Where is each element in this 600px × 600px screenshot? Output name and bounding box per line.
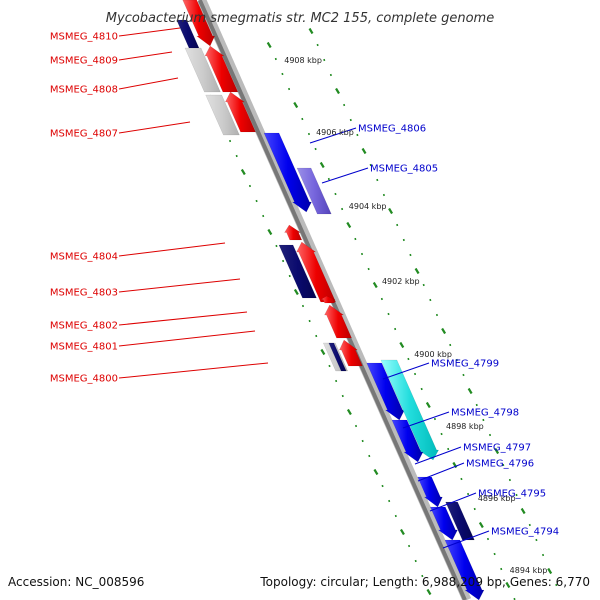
position-label: 4894 kbp bbox=[510, 566, 548, 575]
gene-feature bbox=[263, 132, 312, 213]
label-leader-lines bbox=[118, 27, 490, 549]
tick-dot bbox=[346, 408, 352, 416]
position-label: 4904 kbp bbox=[349, 202, 387, 211]
leader-line bbox=[442, 530, 490, 549]
gene-label[interactable]: MSMEG_4799 bbox=[431, 359, 499, 370]
gene-labels: MSMEG_4810 MSMEG_4809 MSMEG_4808 MSMEG_4807… bbox=[50, 32, 559, 538]
gene-label[interactable]: MSMEG_4796 bbox=[466, 459, 534, 470]
tick-dot bbox=[372, 281, 378, 289]
tick-dot bbox=[414, 267, 420, 275]
gene-label[interactable]: MSMEG_4806 bbox=[358, 124, 426, 135]
leader-line bbox=[118, 77, 179, 90]
tick-dot bbox=[467, 387, 473, 395]
leader-line bbox=[118, 242, 226, 257]
tick-dot bbox=[520, 507, 526, 515]
gene-features bbox=[176, 0, 485, 600]
position-label: 4898 kbp bbox=[446, 422, 484, 431]
gene-feature bbox=[429, 506, 458, 541]
position-label: 4908 kbp bbox=[284, 56, 322, 65]
tick-dot bbox=[240, 168, 246, 176]
tick-dot bbox=[320, 348, 326, 356]
tick-marks bbox=[187, 27, 558, 600]
leader-line bbox=[118, 362, 269, 379]
leader-line bbox=[414, 446, 462, 465]
tick-dot bbox=[505, 581, 511, 589]
gene-feature bbox=[182, 0, 216, 47]
leader-line bbox=[429, 492, 477, 512]
gene-feature bbox=[184, 47, 221, 93]
leader-line bbox=[402, 411, 450, 429]
gene-label[interactable]: MSMEG_4794 bbox=[491, 527, 559, 538]
position-labels: 4908 kbp 4906 kbp 4904 kbp 4902 kbp 4900 kbp… bbox=[284, 56, 547, 575]
position-label: 4896 kbp bbox=[478, 494, 516, 503]
accession-text: Accession: NC_008596 bbox=[8, 575, 144, 589]
gene-label[interactable]: MSMEG_4795 bbox=[478, 489, 546, 500]
tick-dot bbox=[399, 341, 405, 349]
gene-feature bbox=[296, 167, 332, 215]
tick-dot bbox=[373, 468, 379, 476]
gene-label[interactable]: MSMEG_4800 bbox=[50, 374, 118, 385]
gene-feature bbox=[278, 244, 317, 299]
tick-dot bbox=[388, 207, 394, 215]
gene-feature bbox=[224, 91, 256, 133]
gene-label[interactable]: MSMEG_4804 bbox=[50, 252, 118, 263]
tick-dot bbox=[361, 147, 367, 155]
genome-summary-text: Topology: circular; Length: 6,988,209 bp… bbox=[259, 575, 590, 589]
leader-line bbox=[309, 127, 357, 144]
position-label: 4900 kbp bbox=[414, 350, 452, 359]
map-title: Mycobacterium smegmatis str. MC2 155, co… bbox=[106, 11, 494, 26]
leader-line bbox=[321, 167, 369, 184]
leader-line bbox=[118, 311, 248, 326]
tick-dot bbox=[547, 567, 553, 575]
leader-line bbox=[382, 362, 430, 380]
gene-feature bbox=[320, 295, 336, 304]
gene-feature bbox=[284, 224, 303, 241]
gene-label[interactable]: MSMEG_4805 bbox=[370, 164, 438, 175]
position-label: 4906 kbp bbox=[316, 128, 354, 137]
tick-dot bbox=[441, 327, 447, 335]
gene-feature bbox=[339, 339, 363, 367]
tick-dot bbox=[425, 401, 431, 409]
gene-label[interactable]: MSMEG_4803 bbox=[50, 288, 118, 299]
gene-feature bbox=[205, 94, 240, 136]
leader-line bbox=[118, 27, 181, 37]
leader-line bbox=[417, 462, 465, 482]
gene-label[interactable]: MSMEG_4801 bbox=[50, 342, 118, 353]
tick-dot bbox=[478, 521, 484, 529]
tick-dot bbox=[308, 27, 314, 35]
tick-dot bbox=[346, 221, 352, 229]
tick-dot bbox=[293, 288, 299, 296]
gene-feature bbox=[328, 342, 347, 372]
gene-feature bbox=[324, 304, 352, 339]
gene-feature bbox=[366, 362, 405, 421]
gene-feature bbox=[380, 359, 440, 461]
tick-dot bbox=[319, 161, 325, 169]
tick-dot bbox=[267, 228, 273, 236]
leader-line bbox=[118, 121, 191, 134]
gene-feature bbox=[417, 476, 443, 508]
tick-dot bbox=[293, 101, 299, 109]
tick-dot bbox=[266, 41, 272, 49]
tick-dot bbox=[494, 447, 500, 455]
tick-dot bbox=[335, 87, 340, 95]
leader-line bbox=[118, 51, 173, 61]
gene-feature bbox=[444, 539, 485, 600]
gene-label[interactable]: MSMEG_4808 bbox=[50, 85, 118, 96]
leader-line bbox=[118, 330, 256, 347]
gene-label[interactable]: MSMEG_4809 bbox=[50, 56, 118, 67]
gene-label[interactable]: MSMEG_4797 bbox=[463, 443, 531, 454]
gene-label[interactable]: MSMEG_4807 bbox=[50, 129, 118, 140]
gene-label[interactable]: MSMEG_4798 bbox=[451, 408, 519, 419]
tick-dot bbox=[399, 528, 405, 536]
gene-label[interactable]: MSMEG_4810 bbox=[50, 32, 118, 43]
position-label: 4902 kbp bbox=[382, 277, 420, 286]
tick-dot bbox=[426, 588, 432, 596]
gene-label[interactable]: MSMEG_4802 bbox=[50, 321, 118, 332]
leader-line bbox=[118, 278, 241, 293]
